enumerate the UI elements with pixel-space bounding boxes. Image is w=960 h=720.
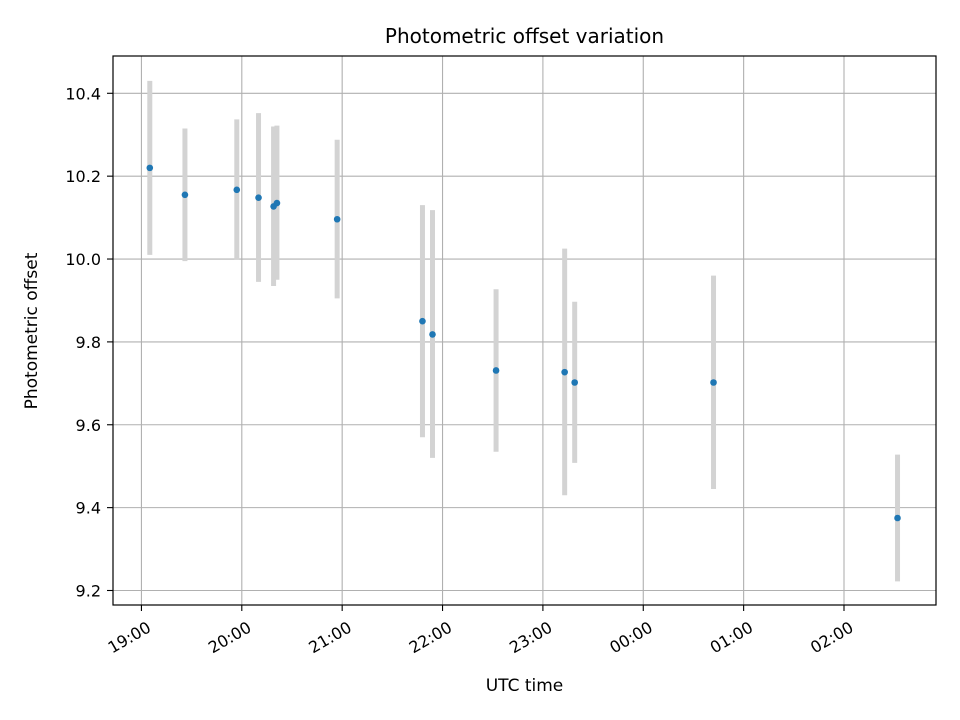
data-point [333,215,341,223]
x-axis-label: UTC time [486,676,564,696]
y-tick-label: 9.2 [76,581,101,600]
grid [113,56,936,605]
data-point [146,164,154,172]
plot-frame [112,55,937,606]
y-tick-label: 10.0 [65,250,101,269]
data-point [894,514,901,522]
y-tick-label: 9.8 [76,333,101,352]
data-point [255,194,262,202]
data-point [429,331,436,338]
data-point [273,199,281,207]
y-axis-ticks: 9.2 9.4 9.6 9.8 10.0 10.2 10.4 [65,84,113,600]
y-tick-label: 10.4 [65,84,101,103]
y-tick-label: 9.6 [76,416,101,435]
data-point [710,379,717,386]
data-point [571,379,578,386]
y-tick-label: 9.4 [76,499,101,518]
data-points [146,164,901,522]
data-point [181,191,189,199]
data-point [419,317,426,325]
data-point [492,367,500,374]
data-point [233,186,241,194]
y-tick-label: 10.2 [65,167,101,186]
chart-title: Photometric offset variation [385,24,664,48]
data-point [561,368,568,376]
plot-background [113,56,936,605]
y-axis-label: Photometric offset [22,252,42,409]
